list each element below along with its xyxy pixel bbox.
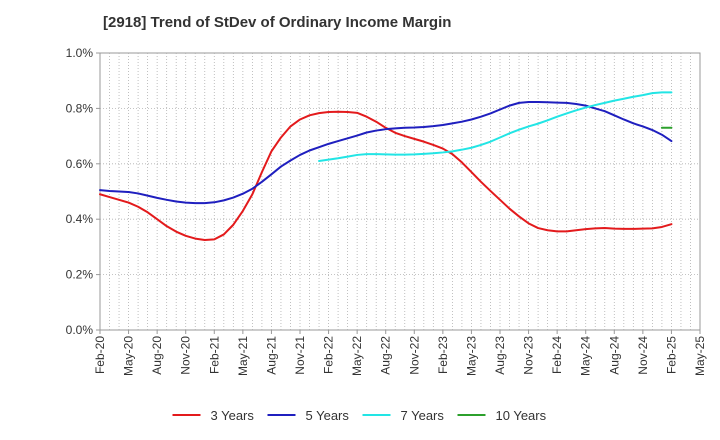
series-layer [99, 91, 673, 241]
x-tick-label: Aug-21 [264, 336, 278, 375]
y-tick-label: 1.0% [66, 46, 94, 60]
legend-label-10-years: 10 Years [496, 408, 547, 423]
x-tick-label: Feb-23 [436, 336, 450, 374]
x-tick-label: Aug-22 [379, 336, 393, 375]
y-tick-label: 0.2% [66, 268, 94, 282]
x-tick-label: May-20 [122, 336, 136, 376]
legend: 3 Years 5 Years 7 Years 10 Years [172, 408, 547, 423]
series-line-7-years [318, 91, 673, 163]
x-tick-label: Feb-21 [207, 336, 221, 374]
x-tick-label: Nov-22 [407, 336, 421, 375]
x-tick-label: Nov-24 [636, 336, 650, 375]
plot-frame [99, 52, 701, 331]
plot-area [99, 52, 701, 331]
x-tick-label: Nov-20 [179, 336, 193, 375]
x-tick-label: Nov-21 [293, 336, 307, 375]
x-tick-label: May-22 [350, 336, 364, 376]
y-axis: 0.0% 0.2% 0.4% 0.6% 0.8% 1.0% [66, 46, 100, 337]
x-tick-label: Nov-23 [522, 336, 536, 375]
x-tick-label: Feb-20 [93, 336, 107, 374]
x-tick-label: Aug-23 [493, 336, 507, 375]
series-line-5-years [99, 101, 673, 205]
x-tick-label: Aug-24 [607, 336, 621, 375]
x-tick-label: May-21 [236, 336, 250, 376]
x-tick-label: Feb-25 [664, 336, 678, 374]
x-tick-label: May-23 [464, 336, 478, 376]
series-line-3-years [99, 110, 673, 241]
x-tick-label: Feb-22 [322, 336, 336, 374]
y-tick-label: 0.8% [66, 101, 94, 115]
y-tick-label: 0.6% [66, 157, 94, 171]
legend-label-3-years: 3 Years [211, 408, 255, 423]
y-tick-label: 0.0% [66, 323, 94, 337]
x-tick-label: May-24 [579, 336, 593, 376]
y-tick-label: 0.4% [66, 212, 94, 226]
chart-title: [2918] Trend of StDev of Ordinary Income… [103, 14, 452, 31]
x-tick-label: Feb-24 [550, 336, 564, 374]
x-tick-label: May-25 [693, 336, 707, 376]
x-tick-label: Aug-20 [150, 336, 164, 375]
legend-label-7-years: 7 Years [401, 408, 445, 423]
legend-label-5-years: 5 Years [306, 408, 350, 423]
x-axis: Feb-20 May-20 Aug-20 Nov-20 Feb-21 May-21 Aug-… [93, 330, 707, 376]
grid-layer [100, 53, 700, 330]
